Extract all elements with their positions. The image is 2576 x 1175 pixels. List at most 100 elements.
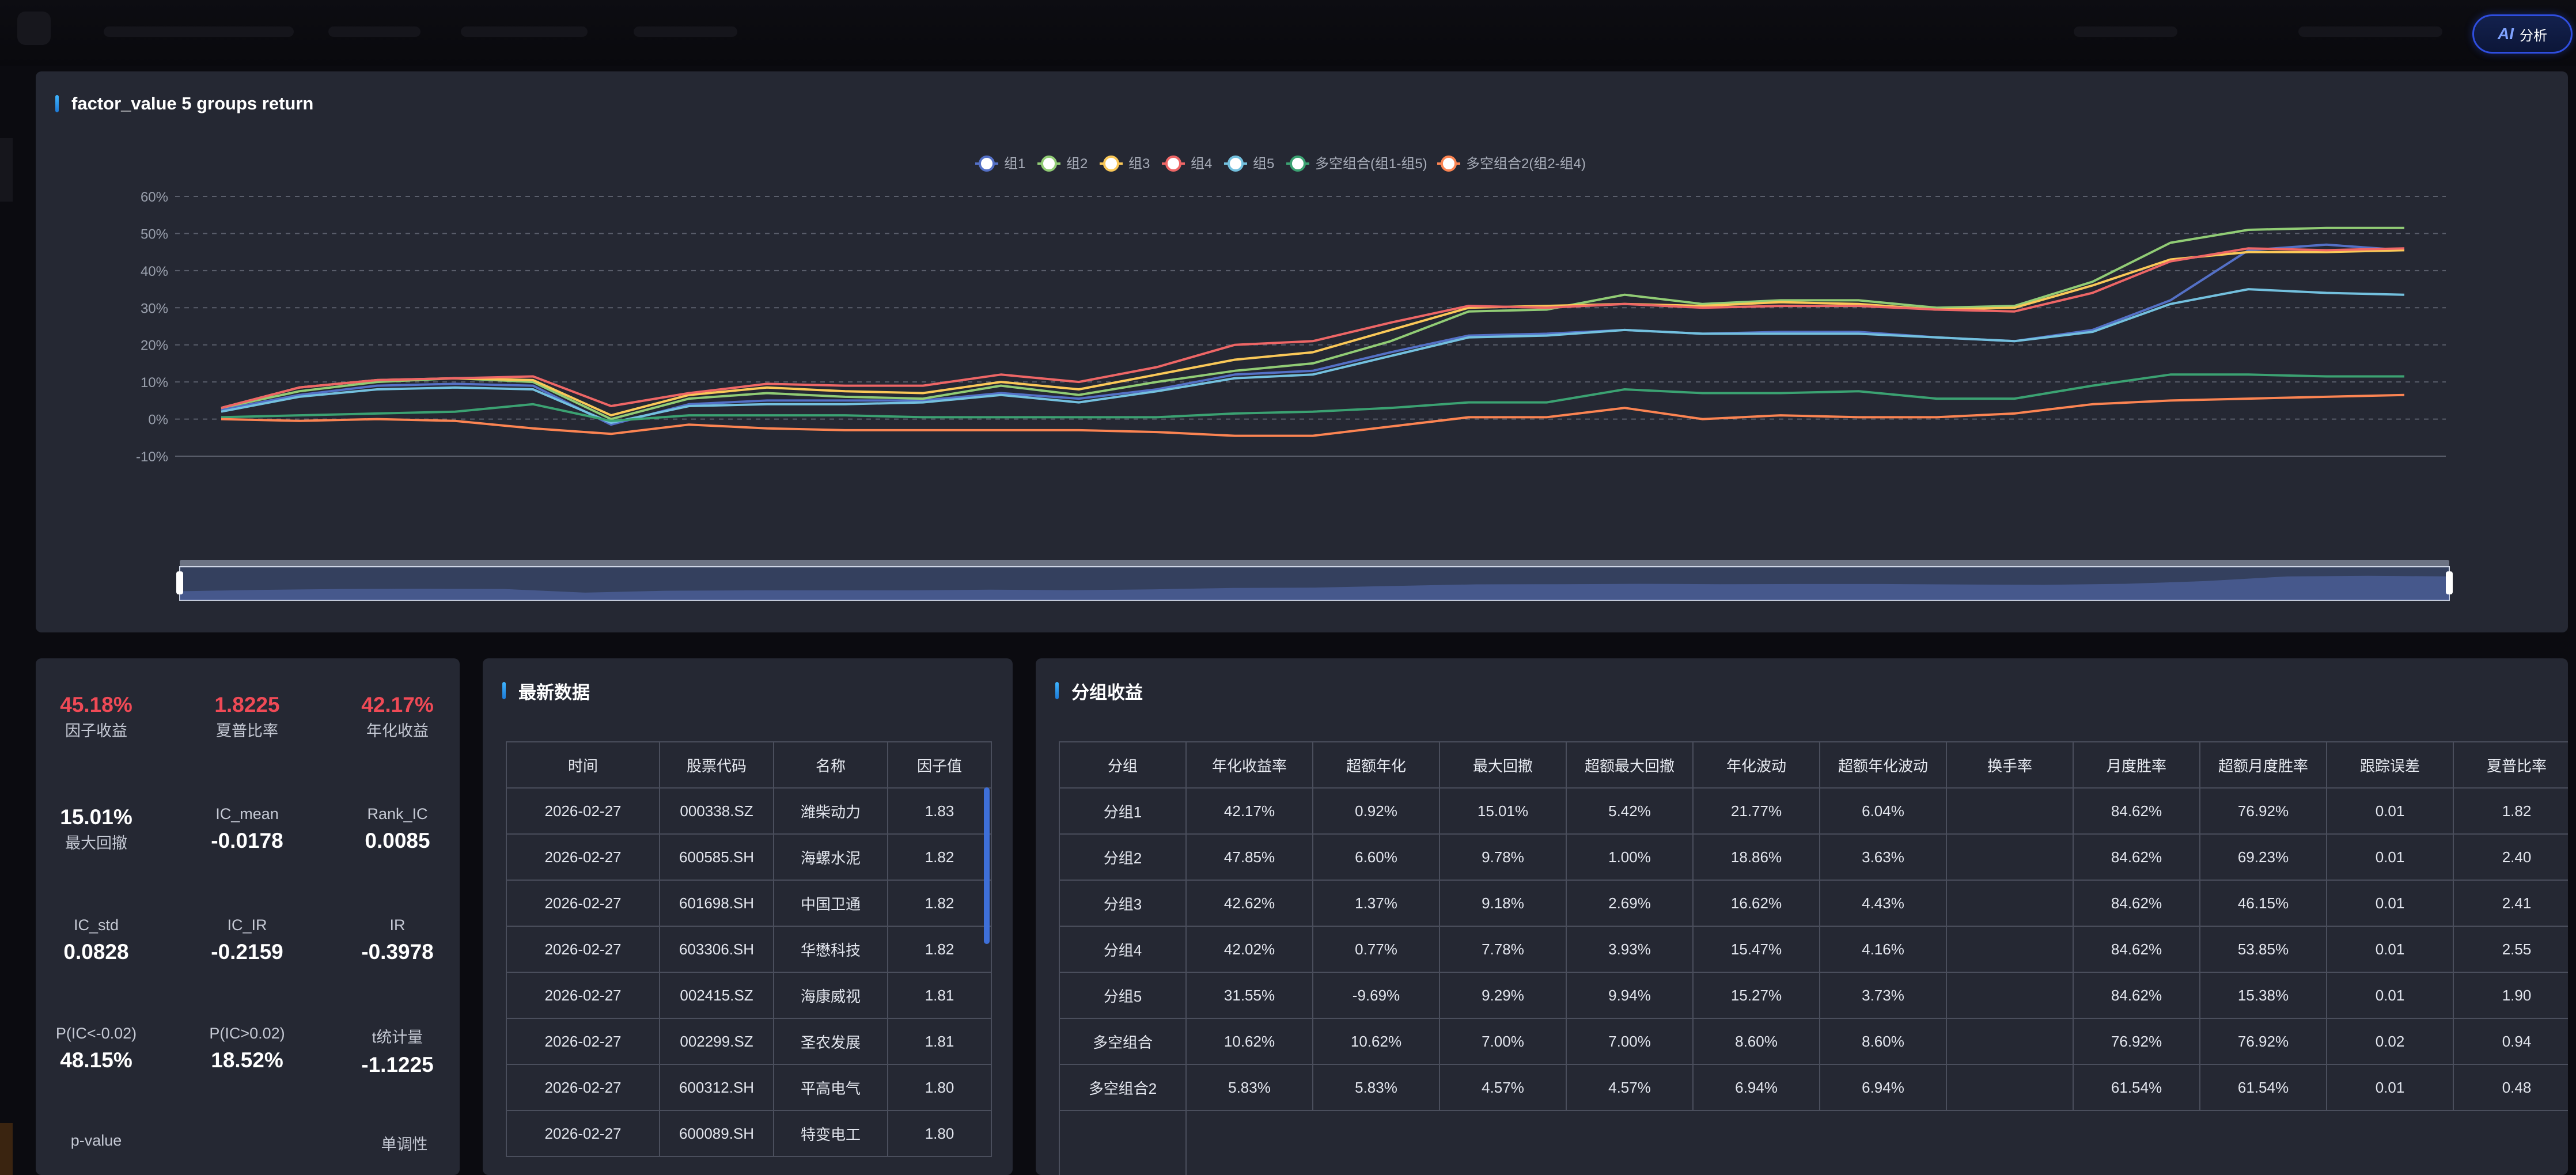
legend-item[interactable]: 多空组合(组1-组5)	[1286, 156, 1427, 172]
table-cell: 6.94%	[1819, 1064, 1947, 1111]
nav-item-blurred[interactable]	[328, 26, 421, 37]
legend-item[interactable]: 组1	[975, 156, 1025, 172]
legend-swatch-marker	[1290, 156, 1306, 172]
legend-item[interactable]: 组4	[1162, 156, 1212, 172]
top-navigation-bar: AI 分析	[0, 0, 2576, 66]
legend-item[interactable]: 组2	[1037, 156, 1088, 172]
table-cell: 84.62%	[2073, 833, 2200, 881]
table-cell: 76.92%	[2073, 1018, 2200, 1065]
metric-value: 1.8225	[214, 693, 280, 717]
table-cell: 分组3	[1059, 880, 1187, 927]
table-row[interactable]: 2026-02-27 603306.SH 华懋科技 1.82	[506, 926, 992, 973]
table-row-empty	[1059, 1110, 2568, 1175]
column-header[interactable]: 名称	[773, 741, 888, 789]
legend-label: 组2	[1066, 156, 1088, 172]
table-cell: 42.62%	[1185, 880, 1313, 927]
legend-item[interactable]: 组3	[1100, 156, 1150, 172]
metric-value: 48.15%	[60, 1048, 132, 1072]
metric-: 单调性	[335, 1132, 460, 1160]
column-header[interactable]: 时间	[506, 741, 660, 789]
table-cell: 8.60%	[1819, 1018, 1947, 1065]
table-cell: 2026-02-27	[506, 1018, 660, 1065]
table-cell: 1.83	[887, 787, 992, 835]
table-cell: 46.15%	[2199, 880, 2327, 927]
table-cell: 0.92%	[1312, 787, 1440, 835]
table-row[interactable]: 分组2 47.85% 6.60% 9.78% 1.00% 18.86% 3.63% 84.62…	[1059, 833, 2568, 881]
column-header[interactable]: 超额年化波动	[1819, 741, 1947, 789]
table-cell: 10.62%	[1312, 1018, 1440, 1065]
legend-swatch-marker	[1228, 156, 1244, 172]
nav-item-blurred[interactable]	[104, 26, 294, 37]
table-cell: 分组2	[1059, 833, 1187, 881]
nav-item-blurred[interactable]	[2298, 26, 2442, 37]
table-cell: 84.62%	[2073, 972, 2200, 1019]
zoom-preview-area	[180, 575, 2449, 600]
y-tick-label: 30%	[141, 301, 168, 316]
table-cell: 1.82	[887, 880, 992, 927]
column-header[interactable]: 超额最大回撤	[1566, 741, 1694, 789]
table-row[interactable]: 分组5 31.55% -9.69% 9.29% 9.94% 15.27% 3.73% 84.6…	[1059, 972, 2568, 1019]
table-row[interactable]: 2026-02-27 002299.SZ 圣农发展 1.81	[506, 1018, 992, 1065]
column-header[interactable]: 换手率	[1946, 741, 2074, 789]
nav-item-blurred[interactable]	[2074, 26, 2177, 37]
legend-item[interactable]: 多空组合2(组2-组4)	[1437, 156, 1586, 172]
latest-data-panel: 最新数据 时间 股票代码 名称 因子值 2026-02-27 000338.SZ 潍柴动力…	[483, 658, 1013, 1175]
table-row[interactable]: 2026-02-27 600585.SH 海螺水泥 1.82	[506, 833, 992, 881]
latest-data-title-text: 最新数据	[518, 682, 590, 703]
table-row[interactable]: 2026-02-27 600089.SH 特变电工 1.80	[506, 1110, 992, 1157]
column-header[interactable]: 最大回撤	[1439, 741, 1567, 789]
table-cell: 0.01	[2326, 1064, 2454, 1111]
legend-item[interactable]: 组5	[1224, 156, 1274, 172]
series-line-7	[221, 393, 2405, 437]
left-edge-element	[0, 138, 13, 202]
column-header[interactable]: 股票代码	[659, 741, 774, 789]
table-row[interactable]: 分组3 42.62% 1.37% 9.18% 2.69% 16.62% 4.43% 84.62…	[1059, 880, 2568, 927]
column-header[interactable]: 年化收益率	[1185, 741, 1313, 789]
column-header[interactable]: 夏普比率	[2453, 741, 2568, 789]
left-edge-element	[0, 1123, 13, 1175]
column-header[interactable]: 年化波动	[1692, 741, 1820, 789]
y-tick-label: -10%	[136, 449, 168, 465]
series-line-4	[221, 247, 2405, 410]
table-row[interactable]: 2026-02-27 002415.SZ 海康威视 1.81	[506, 972, 992, 1019]
table-row[interactable]: 2026-02-27 600312.SH 平高电气 1.80	[506, 1064, 992, 1111]
table-cell: 1.80	[887, 1064, 992, 1111]
table-row[interactable]: 多空组合 10.62% 10.62% 7.00% 7.00% 8.60% 8.60% 76.9…	[1059, 1018, 2568, 1065]
table-cell: 6.04%	[1819, 787, 1947, 835]
column-header[interactable]: 跟踪误差	[2326, 741, 2454, 789]
table-row[interactable]: 2026-02-27 000338.SZ 潍柴动力 1.83	[506, 787, 992, 835]
table-row[interactable]: 多空组合2 5.83% 5.83% 4.57% 4.57% 6.94% 6.94% 61.54…	[1059, 1064, 2568, 1111]
group-returns-panel: 分组收益 分组 年化收益率 超额年化 最大回撤 超额最大回撤 年化波动 超额年化波动 换手率月…	[1036, 658, 2568, 1175]
table-cell: 2.55	[2453, 926, 2568, 973]
table-cell: 15.27%	[1692, 972, 1820, 1019]
column-header[interactable]: 月度胜率	[2073, 741, 2200, 789]
latest-table-scrollbar[interactable]	[984, 787, 990, 944]
nav-item-blurred[interactable]	[461, 26, 588, 37]
ai-analysis-button[interactable]: AI 分析	[2472, 14, 2573, 54]
table-cell: 海康威视	[773, 972, 888, 1019]
column-header[interactable]: 超额年化	[1312, 741, 1440, 789]
line-chart[interactable]: 60% 50% 40% 30% 20% 10% 0% -10% 组1 组2 组3 组4 组5 多空组合(组…	[36, 71, 2568, 632]
table-cell: 海螺水泥	[773, 833, 888, 881]
table-row[interactable]: 分组1 42.17% 0.92% 15.01% 5.42% 21.77% 6.04% 84.6…	[1059, 787, 2568, 835]
group-returns-table: 分组 年化收益率 超额年化 最大回撤 超额最大回撤 年化波动 超额年化波动 换手率 月度胜率 超额…	[1059, 741, 2568, 1175]
table-cell: 84.62%	[2073, 880, 2200, 927]
table-row[interactable]: 分组4 42.02% 0.77% 7.78% 3.93% 15.47% 4.16% 84.62…	[1059, 926, 2568, 973]
table-cell: 2026-02-27	[506, 1110, 660, 1157]
table-cell	[1946, 926, 2074, 973]
column-header[interactable]: 因子值	[887, 741, 992, 789]
app-logo[interactable]	[17, 12, 51, 45]
nav-item-blurred[interactable]	[634, 26, 737, 37]
zoom-handle-left[interactable]	[176, 571, 183, 594]
legend-label: 多空组合(组1-组5)	[1315, 156, 1427, 172]
table-row[interactable]: 2026-02-27 601698.SH 中国卫通 1.82	[506, 880, 992, 927]
table-cell: 2026-02-27	[506, 833, 660, 881]
table-cell: -9.69%	[1312, 972, 1440, 1019]
column-header[interactable]: 超额月度胜率	[2199, 741, 2327, 789]
zoom-handle-right[interactable]	[2446, 571, 2453, 594]
metric-value: -0.2159	[211, 940, 283, 964]
table-cell: 9.78%	[1439, 833, 1567, 881]
metric-ir: IR -0.3978	[328, 916, 460, 964]
column-header[interactable]: 分组	[1059, 741, 1187, 789]
metric-: 15.01% 最大回撤	[36, 805, 165, 853]
